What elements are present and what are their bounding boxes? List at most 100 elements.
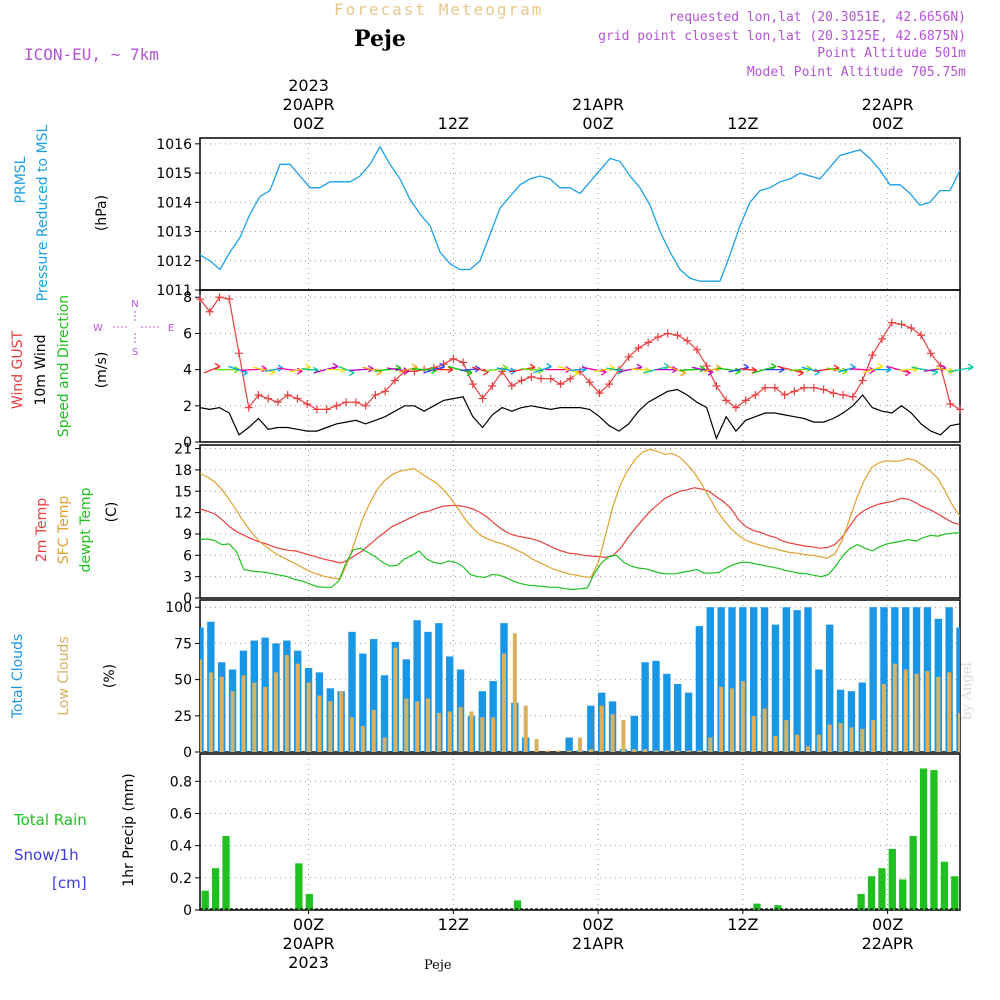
wind-direction-arrow [496, 367, 516, 372]
total-clouds-bar [370, 639, 378, 752]
total-clouds-bar [880, 607, 888, 752]
meteogram-title: Forecast Meteogram [334, 0, 544, 19]
wind-gust-marker [449, 354, 458, 363]
point-altitude: Point Altitude 501m [817, 46, 966, 61]
pressure-label-long: Pressure Reduced to MSL [35, 124, 51, 301]
low-clouds-bar [219, 676, 224, 752]
wind-gust-marker [605, 380, 614, 389]
clouds-y-tick-label: 50 [174, 673, 192, 689]
wind-gust-marker [683, 336, 692, 345]
wind-gust-marker [926, 349, 935, 358]
low-clouds-bar [512, 633, 517, 752]
low-clouds-bar [653, 750, 659, 752]
top-date-label: 21APR [572, 95, 624, 114]
wind-gust-marker [887, 318, 896, 327]
wind-direction-arrowhead [885, 366, 892, 374]
low-clouds-bar [773, 736, 778, 752]
low-clouds-bar [805, 746, 811, 752]
precip-frame [199, 753, 961, 911]
wind-gust-marker [507, 381, 516, 390]
low-clouds-bar [436, 712, 441, 752]
low-clouds-bar [458, 707, 463, 752]
footer-place-name: Peje [424, 958, 452, 973]
wind-direction-arrow [557, 365, 579, 374]
wind-direction-arrowhead [483, 368, 489, 376]
wind-gust-label: Wind GUST [10, 330, 26, 409]
low-clouds-bar [729, 688, 735, 752]
wind-direction-arrow [630, 368, 651, 372]
wind-gust-marker [215, 293, 224, 302]
wind-speed-line [199, 388, 961, 441]
low-clouds-bar [621, 720, 626, 752]
low-clouds-bar [339, 691, 344, 752]
pressure-y-tick-label: 1011 [156, 283, 192, 299]
wind-gust-marker [332, 401, 341, 410]
rain-bar [919, 768, 928, 910]
temperature-unit-label: (C) [104, 502, 120, 523]
wind-direction-arrow [948, 366, 974, 373]
rain-bar [774, 905, 782, 910]
wind-gust-marker [858, 376, 867, 385]
precip-y-tick-label: 0.2 [170, 871, 192, 887]
bottom-hour-label: 12Z [727, 915, 758, 934]
total-clouds-bar [956, 627, 960, 752]
total-clouds-bar [663, 673, 671, 752]
total-clouds-bar [760, 607, 769, 752]
wind-gust-marker [234, 349, 243, 358]
total-clouds-bar [630, 715, 638, 752]
tsfc-label: SFC Temp [56, 496, 72, 565]
low-clouds-bar [871, 720, 876, 752]
low-clouds-bar [947, 672, 952, 752]
low-clouds-bar [599, 705, 604, 752]
bottom-date-label: 20APR [283, 934, 335, 953]
clouds-y-tick-label: 25 [174, 709, 192, 725]
wind-gust-marker [585, 378, 594, 387]
wind-gust-marker [361, 401, 370, 410]
wind-direction-arrow [777, 365, 804, 374]
clouds-y-tick-label: 0 [183, 745, 192, 761]
precip-unit-label: 1hr Precip (mm) [121, 773, 137, 886]
wind-gust-marker [283, 390, 292, 399]
low-clouds-bar [740, 681, 745, 752]
low-clouds-bar [545, 750, 550, 752]
total-clouds-bar [750, 607, 758, 752]
precip-y-tick-label: 0.8 [170, 774, 192, 790]
wind-direction-arrow [838, 366, 856, 373]
low-clouds-bar [556, 750, 561, 752]
total-clouds-bar [348, 631, 356, 752]
low-clouds-bar [784, 720, 789, 752]
total-clouds-bar [826, 624, 834, 752]
wind-direction-arrowhead [967, 363, 974, 371]
low-clouds-bar [273, 672, 279, 752]
top-hour-label: 00Z [582, 114, 613, 133]
low-clouds-bar [415, 701, 420, 752]
low-clouds-bar [534, 738, 539, 752]
rain-bar [888, 848, 896, 910]
wind-gust-marker [907, 324, 916, 332]
wind-y-tick-label: 2 [183, 399, 192, 415]
wind-direction-arrowhead [877, 362, 884, 370]
low-clouds-bar [881, 683, 887, 752]
low-clouds-bars [200, 633, 960, 752]
wind-y-tick-label: 8 [183, 290, 192, 306]
wind-direction-arrow [289, 366, 311, 373]
low-clouds-bar [957, 712, 960, 752]
pressure-line [199, 145, 961, 282]
rain-bar [951, 876, 959, 910]
bottom-hour-label: 00Z [582, 915, 613, 934]
wind-direction-arrowhead [546, 362, 552, 370]
wind-gust-marker [653, 333, 662, 342]
total-clouds-bar [717, 607, 725, 752]
wind-gust-marker [819, 385, 828, 394]
place-name: Peje [354, 26, 406, 52]
wind-gust-marker [322, 405, 331, 414]
low-clouds-bar [501, 653, 507, 752]
wind-direction-arrow [618, 366, 642, 373]
total-clouds-bar [674, 683, 682, 752]
low-clouds-bar [827, 724, 832, 752]
pressure-panel: 1011 1012 1013 1014 1015 1016 [156, 137, 961, 299]
rain-bar [305, 893, 313, 910]
top-date-label: 22APR [862, 95, 914, 114]
wind-gust-marker [712, 381, 721, 390]
